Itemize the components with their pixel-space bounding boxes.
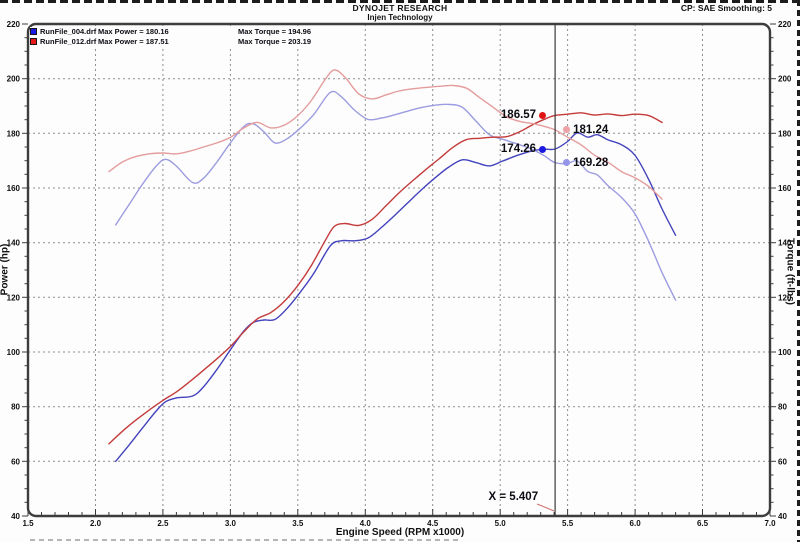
readout-value: 169.28 [573, 156, 609, 169]
svg-text:160: 160 [778, 184, 792, 193]
svg-text:2.0: 2.0 [90, 519, 102, 528]
cursor-readout-power-blue: 174.26 [500, 142, 547, 156]
svg-text:6.5: 6.5 [697, 519, 709, 528]
svg-text:3.0: 3.0 [225, 519, 237, 528]
svg-text:4.5: 4.5 [427, 519, 439, 528]
svg-text:140: 140 [7, 239, 21, 248]
svg-text:60: 60 [778, 457, 787, 466]
svg-text:180: 180 [7, 129, 21, 138]
legend-row-run004: RunFile_004.drf Max Power = 180.16 Max T… [30, 26, 311, 37]
readout-value: 181.24 [573, 123, 609, 136]
legend-max-power: Max Power = 187.51 [98, 36, 169, 46]
legend-file-name: RunFile_004.drf [40, 26, 97, 36]
svg-text:60: 60 [11, 457, 20, 466]
svg-text:6.0: 6.0 [630, 519, 642, 528]
svg-text:80: 80 [11, 403, 20, 412]
chart-title: DYNOJET RESEARCH [352, 3, 448, 13]
window-bottom-edge-dashes [30, 539, 460, 541]
svg-text:40: 40 [11, 512, 20, 521]
legend-row-run012: RunFile_012.drf Max Power = 187.51 Max T… [30, 36, 311, 47]
svg-text:140: 140 [778, 239, 792, 248]
svg-text:160: 160 [7, 184, 21, 193]
svg-text:120: 120 [7, 293, 21, 302]
x-axis-title: Engine Speed (RPM x1000) [335, 527, 465, 538]
legend-max-power: Max Power = 180.16 [98, 26, 169, 36]
curve-marker-dot [563, 159, 571, 167]
legend-file-name: RunFile_012.drf [40, 36, 97, 46]
curve-marker-dot [563, 126, 571, 134]
readout-value: 174.26 [500, 143, 537, 156]
svg-text:100: 100 [7, 348, 21, 357]
svg-text:180: 180 [778, 129, 792, 138]
svg-text:7.0: 7.0 [764, 519, 776, 528]
curve-marker-dot [539, 111, 547, 119]
cursor-readout-power-red: 186.57 [500, 108, 547, 122]
correction-smoothing-status: CP: SAE Smoothing: 5 [680, 3, 772, 13]
cursor-x-label[interactable]: X = 5.407 [488, 491, 539, 503]
window-right-edge-dashes [797, 0, 800, 542]
right-axis-title: Torque (ft-lbs) [784, 237, 796, 306]
readout-value: 186.57 [500, 109, 537, 122]
svg-text:80: 80 [778, 403, 787, 412]
svg-text:120: 120 [778, 293, 792, 302]
svg-text:2.5: 2.5 [157, 519, 169, 528]
svg-text:100: 100 [778, 348, 792, 357]
legend-max-torque: Max Torque = 194.96 [238, 26, 312, 36]
curve-marker-dot [539, 145, 547, 153]
window-top-edge-dashes [0, 0, 800, 3]
svg-text:200: 200 [778, 75, 792, 84]
cursor-readout-torque-blue: 169.28 [563, 156, 608, 170]
chart-subtitle: Injen Technology [367, 13, 433, 22]
svg-text:220: 220 [778, 20, 792, 29]
svg-text:40: 40 [778, 512, 787, 521]
svg-text:5.0: 5.0 [495, 519, 507, 528]
svg-text:1.5: 1.5 [22, 519, 34, 528]
svg-text:3.5: 3.5 [292, 519, 304, 528]
svg-text:200: 200 [7, 75, 21, 84]
left-axis-title: Power (hp) [0, 243, 11, 296]
cursor-readout-torque-red: 181.24 [563, 123, 608, 137]
svg-text:5.5: 5.5 [562, 519, 574, 528]
legend-swatch-blue [30, 27, 37, 35]
legend-swatch-red [30, 37, 37, 45]
legend-max-torque: Max Torque = 203.19 [238, 36, 312, 46]
svg-text:220: 220 [7, 20, 21, 29]
svg-text:4.0: 4.0 [360, 519, 372, 528]
